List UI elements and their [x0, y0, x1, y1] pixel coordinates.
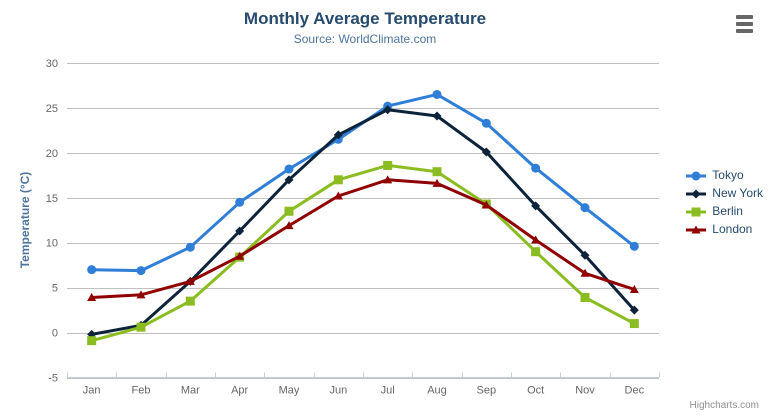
legend-label: Berlin	[712, 204, 743, 218]
chart-title: Monthly Average Temperature	[243, 9, 487, 28]
x-axis-label: Apr	[231, 385, 248, 397]
legend-label: New York	[712, 186, 763, 200]
series-new-york	[87, 105, 639, 339]
data-point-london[interactable]	[136, 290, 146, 299]
series-line-berlin[interactable]	[90, 163, 636, 343]
x-axis-label: Jan	[83, 385, 101, 397]
data-point-london[interactable]	[284, 221, 294, 230]
data-point-berlin[interactable]	[87, 336, 97, 346]
data-point-london[interactable]	[531, 235, 541, 244]
series-berlin	[87, 160, 639, 346]
x-axis-label: Mar	[181, 385, 200, 397]
data-point-berlin[interactable]	[185, 296, 195, 306]
data-point-berlin[interactable]	[531, 247, 541, 257]
x-axis-label: Jul	[381, 385, 395, 397]
data-point-tokyo[interactable]	[432, 89, 442, 99]
data-point-new-york[interactable]	[235, 226, 245, 236]
data-point-new-york[interactable]	[481, 147, 491, 157]
context-menu-button[interactable]	[735, 14, 754, 34]
x-axis-label: Dec	[625, 385, 645, 397]
data-point-london[interactable]	[629, 284, 639, 293]
data-point-tokyo[interactable]	[284, 164, 294, 174]
data-point-tokyo[interactable]	[136, 266, 146, 276]
y-axis-label: 30	[46, 58, 58, 70]
data-point-berlin[interactable]	[432, 167, 442, 177]
legend-label: Tokyo	[712, 168, 744, 182]
chart-subtitle: Source: WorldClimate.com	[293, 32, 437, 46]
series-line-london[interactable]	[90, 178, 636, 299]
legend-label: London	[712, 222, 753, 236]
data-point-london[interactable]	[185, 276, 195, 285]
series-tokyo	[87, 89, 639, 276]
legend-item-tokyo[interactable]: Tokyo	[685, 166, 763, 184]
data-point-london[interactable]	[235, 251, 245, 260]
x-axis-label: May	[279, 385, 300, 397]
data-point-new-york[interactable]	[629, 305, 639, 315]
data-point-london[interactable]	[87, 293, 97, 302]
legend-marker-icon	[685, 223, 707, 235]
data-point-tokyo[interactable]	[87, 265, 97, 275]
legend-symbol-london	[691, 225, 701, 234]
data-point-berlin[interactable]	[580, 293, 590, 303]
legend-marker-icon	[685, 169, 707, 181]
x-axis-label: Oct	[527, 385, 544, 397]
data-point-london[interactable]	[333, 191, 343, 200]
legend-item-berlin[interactable]: Berlin	[685, 202, 763, 220]
y-axis-label: 0	[52, 328, 58, 340]
data-point-london[interactable]	[383, 175, 393, 184]
legend-symbol-new-york	[691, 189, 701, 199]
data-point-new-york[interactable]	[432, 111, 442, 121]
data-point-london[interactable]	[481, 200, 491, 209]
data-point-tokyo[interactable]	[481, 118, 491, 128]
hamburger-icon	[736, 15, 753, 19]
y-axis-label: -5	[48, 373, 58, 385]
data-point-new-york[interactable]	[383, 105, 393, 115]
legend-symbol-berlin	[691, 207, 701, 217]
data-point-tokyo[interactable]	[580, 203, 590, 213]
data-point-new-york[interactable]	[284, 175, 294, 185]
data-point-berlin[interactable]	[383, 160, 393, 170]
y-axis-label: 5	[52, 283, 58, 295]
y-axis-label: 25	[46, 103, 58, 115]
data-point-new-york[interactable]	[580, 250, 590, 260]
credits-link[interactable]: Highcharts.com	[689, 400, 759, 411]
x-axis-label: Sep	[477, 385, 497, 397]
legend-marker-icon	[685, 187, 707, 199]
data-point-berlin[interactable]	[284, 206, 294, 216]
data-point-berlin[interactable]	[629, 319, 639, 329]
data-point-london[interactable]	[432, 178, 442, 187]
x-axis-label: Jun	[329, 385, 347, 397]
series-london	[87, 175, 639, 302]
y-axis-title: Temperature (°C)	[18, 171, 32, 269]
x-axis-label: Nov	[575, 385, 595, 397]
data-point-berlin[interactable]	[136, 322, 146, 332]
legend-item-new-york[interactable]: New York	[685, 184, 763, 202]
legend-symbol-tokyo	[691, 171, 701, 181]
data-point-tokyo[interactable]	[629, 241, 639, 251]
x-axis-label: Feb	[132, 385, 151, 397]
data-point-tokyo[interactable]	[235, 197, 245, 207]
legend: Tokyo New York Berlin London	[685, 166, 763, 238]
y-axis-label: 10	[46, 238, 58, 250]
series-line-new-york[interactable]	[90, 108, 636, 336]
x-axis-label: Aug	[427, 385, 447, 397]
data-point-new-york[interactable]	[531, 201, 541, 211]
data-point-berlin[interactable]	[333, 175, 343, 185]
y-axis-label: 15	[46, 193, 58, 205]
data-point-new-york[interactable]	[333, 130, 343, 140]
legend-item-london[interactable]: London	[685, 220, 763, 238]
data-point-london[interactable]	[580, 268, 590, 277]
legend-marker-icon	[685, 205, 707, 217]
data-point-tokyo[interactable]	[531, 163, 541, 173]
data-point-tokyo[interactable]	[185, 242, 195, 252]
y-axis-label: 20	[46, 148, 58, 160]
